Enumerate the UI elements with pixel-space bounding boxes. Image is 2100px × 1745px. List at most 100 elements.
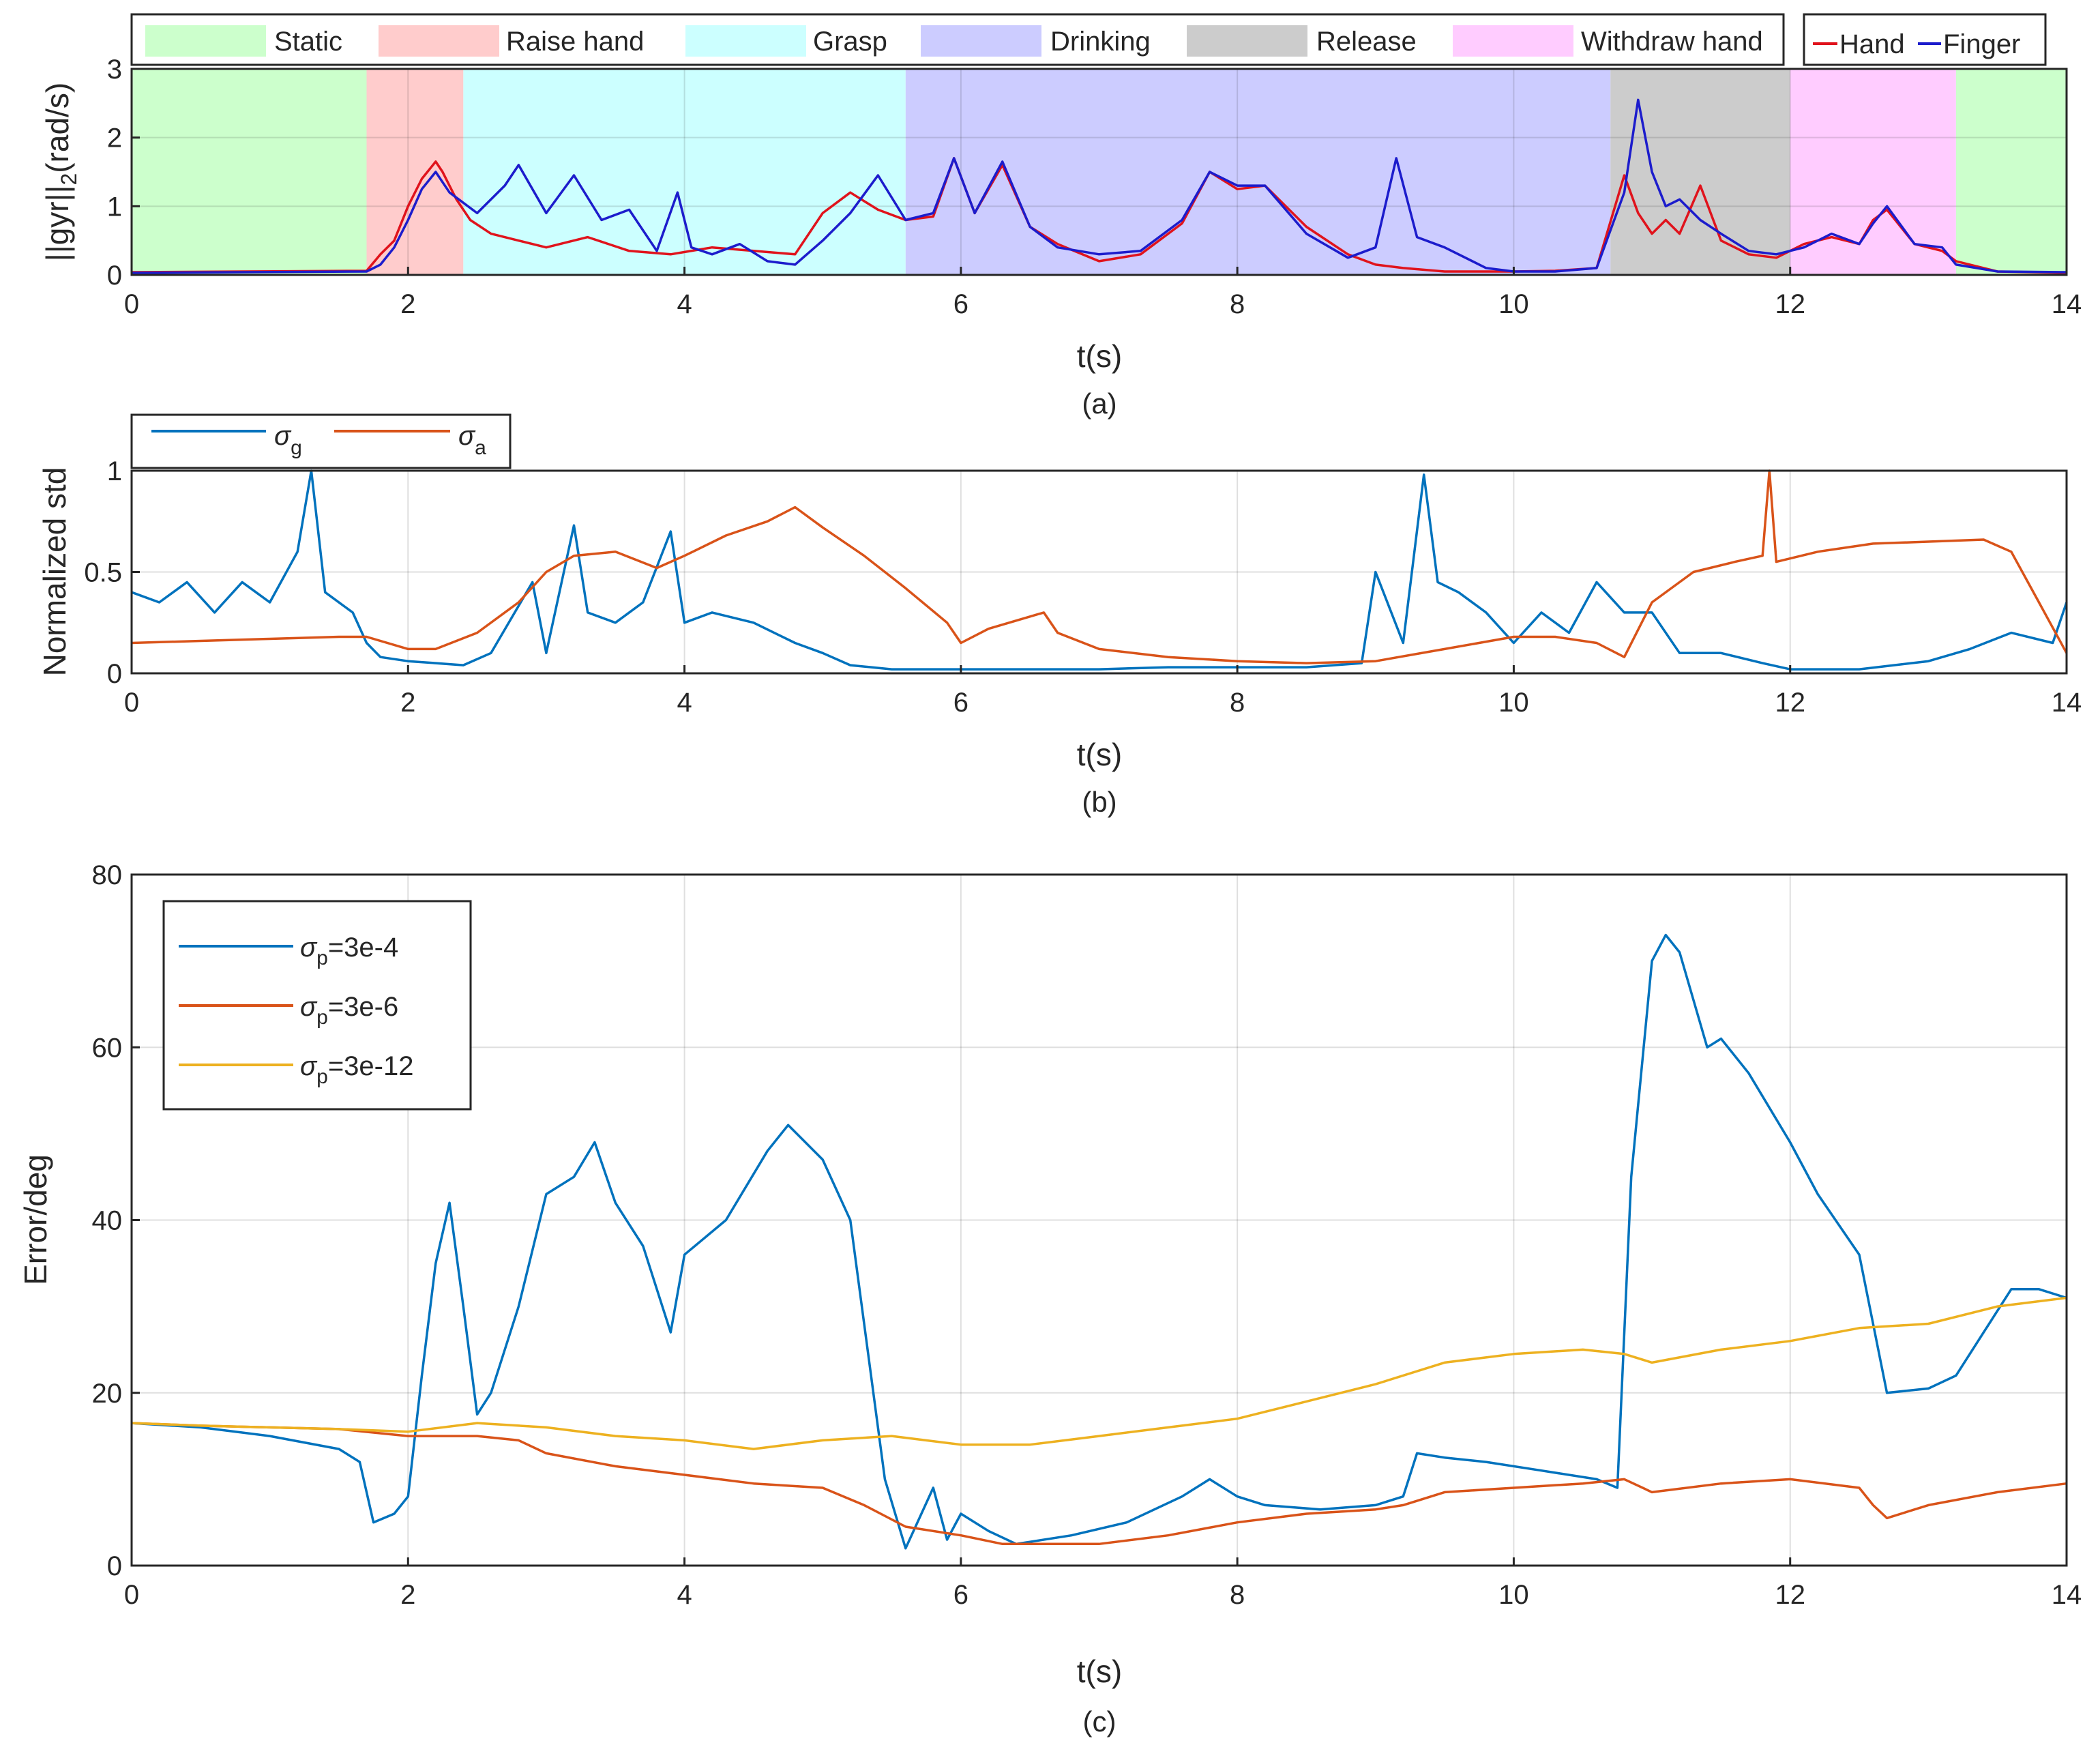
legend-label-3e-4: σp=3e-4 (300, 933, 398, 969)
x-tick-label: 6 (953, 1580, 968, 1610)
legend-entry-grasp: Grasp (685, 25, 887, 57)
x-tick-label: 4 (677, 688, 692, 718)
legend-entry-withdraw-hand: Withdraw hand (1453, 25, 1763, 57)
x-tick-label: 0 (124, 289, 139, 319)
y-tick-labels: 0 20 40 60 80 (92, 860, 140, 1581)
legend-label: Withdraw hand (1581, 27, 1763, 57)
grid-lines (132, 69, 2067, 275)
y-tick-label: 0 (107, 261, 122, 291)
x-tick-label: 10 (1498, 1580, 1529, 1610)
y-tick-label: 1 (107, 192, 122, 222)
panel-b-normalized-std: 0 2 4 6 8 10 12 14 0 0.5 1 t(s) Normalized std (b… (37, 413, 2082, 818)
x-tick-label: 4 (677, 289, 692, 319)
grid-lines (132, 471, 2067, 673)
y-tick-label: 3 (107, 55, 122, 85)
x-tick-label: 0 (124, 1580, 139, 1610)
series-group (131, 933, 2067, 1550)
series-line-0 (131, 157, 2067, 274)
legend-entry-drinking: Drinking (921, 25, 1151, 57)
plot-frame (130, 68, 2068, 276)
y-tick-label: 80 (92, 860, 123, 890)
legend-label-sigma-a: σa (458, 421, 486, 459)
y-tick-label: 1 (107, 456, 122, 486)
series-line-0 (131, 469, 2068, 671)
x-axis-label: t(s) (1077, 1654, 1122, 1689)
legend-swatch (1187, 25, 1307, 57)
legend-label: Grasp (813, 27, 887, 57)
phase-band (1955, 69, 2067, 275)
x-tick-label: 12 (1775, 289, 1805, 319)
legend-label: Raise hand (506, 27, 644, 57)
y-tick-labels: 0 1 2 3 (107, 55, 140, 291)
y-axis-label: Normalized std (37, 467, 72, 677)
y-axis-label: ||gyr||2(rad/s) (40, 83, 81, 261)
panel-c-error: 0 2 4 6 8 10 12 14 0 20 40 60 80 t(s) Error/deg (c)… (18, 860, 2082, 1737)
series-line-0 (131, 933, 2067, 1550)
legend-swatch (921, 25, 1041, 57)
legend-entry-raise-hand: Raise hand (379, 25, 644, 57)
x-tick-label: 2 (400, 688, 415, 718)
x-tick-label: 14 (2052, 688, 2082, 718)
error-legend: σp=3e-4 σp=3e-6 σp=3e-12 (162, 900, 472, 1111)
series-group (131, 98, 2067, 274)
phase-band (366, 69, 464, 275)
x-tick-label: 8 (1230, 1580, 1245, 1610)
phase-bands (132, 69, 2067, 275)
x-tick-label: 10 (1498, 289, 1529, 319)
legend-swatch (145, 25, 266, 57)
x-tick-label: 14 (2052, 289, 2082, 319)
legend-label: Static (274, 27, 342, 57)
x-tick-labels: 0 2 4 6 8 10 12 14 (124, 267, 2082, 319)
series-line-1 (131, 98, 2067, 274)
legend-label: Release (1316, 27, 1417, 57)
series-legend: Hand Finger (1803, 13, 2047, 66)
x-tick-label: 8 (1230, 688, 1245, 718)
x-tick-label: 0 (124, 688, 139, 718)
legend-label-3e-12: σp=3e-12 (300, 1051, 413, 1088)
y-tick-label: 40 (92, 1206, 123, 1236)
x-tick-label: 12 (1775, 1580, 1805, 1610)
legend-swatch (1453, 25, 1573, 57)
y-tick-label: 2 (107, 123, 122, 153)
y-tick-label: 20 (92, 1379, 123, 1409)
y-tick-label: 0 (107, 1551, 122, 1581)
series-line-2 (131, 1296, 2067, 1450)
y-axis-label: Error/deg (18, 1154, 53, 1285)
x-tick-label: 2 (400, 1580, 415, 1610)
error-legend-box (162, 900, 472, 1111)
x-tick-label: 14 (2052, 1580, 2082, 1610)
x-tick-label: 12 (1775, 688, 1805, 718)
x-tick-label: 4 (677, 1580, 692, 1610)
x-tick-label: 6 (953, 688, 968, 718)
std-legend: σg σa (130, 413, 512, 469)
phase-band (132, 69, 367, 275)
x-axis-label: t(s) (1077, 338, 1122, 374)
legend-swatch (379, 25, 499, 57)
x-tick-label: 6 (953, 289, 968, 319)
x-tick-label: 10 (1498, 688, 1529, 718)
phase-band (1790, 69, 1956, 275)
y-tick-label: 0.5 (84, 558, 122, 588)
phase-band (905, 69, 1611, 275)
legend-label: Drinking (1050, 27, 1151, 57)
series-legend-box (1803, 13, 2047, 66)
phase-legend: Static Raise hand Grasp Drinking Release… (130, 13, 1785, 66)
legend-swatch (685, 25, 806, 57)
legend-entry-release: Release (1187, 25, 1417, 57)
y-tick-label: 60 (92, 1033, 123, 1063)
phase-band (463, 69, 906, 275)
std-legend-box (130, 413, 512, 469)
legend-label-finger: Finger (1943, 29, 2020, 59)
x-tick-label: 8 (1230, 289, 1245, 319)
x-tick-labels: 0 2 4 6 8 10 12 14 (124, 665, 2082, 718)
caption: (b) (1082, 786, 1116, 818)
x-tick-label: 2 (400, 289, 415, 319)
caption: (c) (1083, 1705, 1116, 1737)
x-axis-label: t(s) (1077, 737, 1122, 772)
series-line-1 (131, 1422, 2067, 1546)
legend-label-3e-6: σp=3e-6 (300, 992, 398, 1029)
y-tick-label: 0 (107, 659, 122, 689)
legend-label-sigma-g: σg (274, 421, 302, 459)
